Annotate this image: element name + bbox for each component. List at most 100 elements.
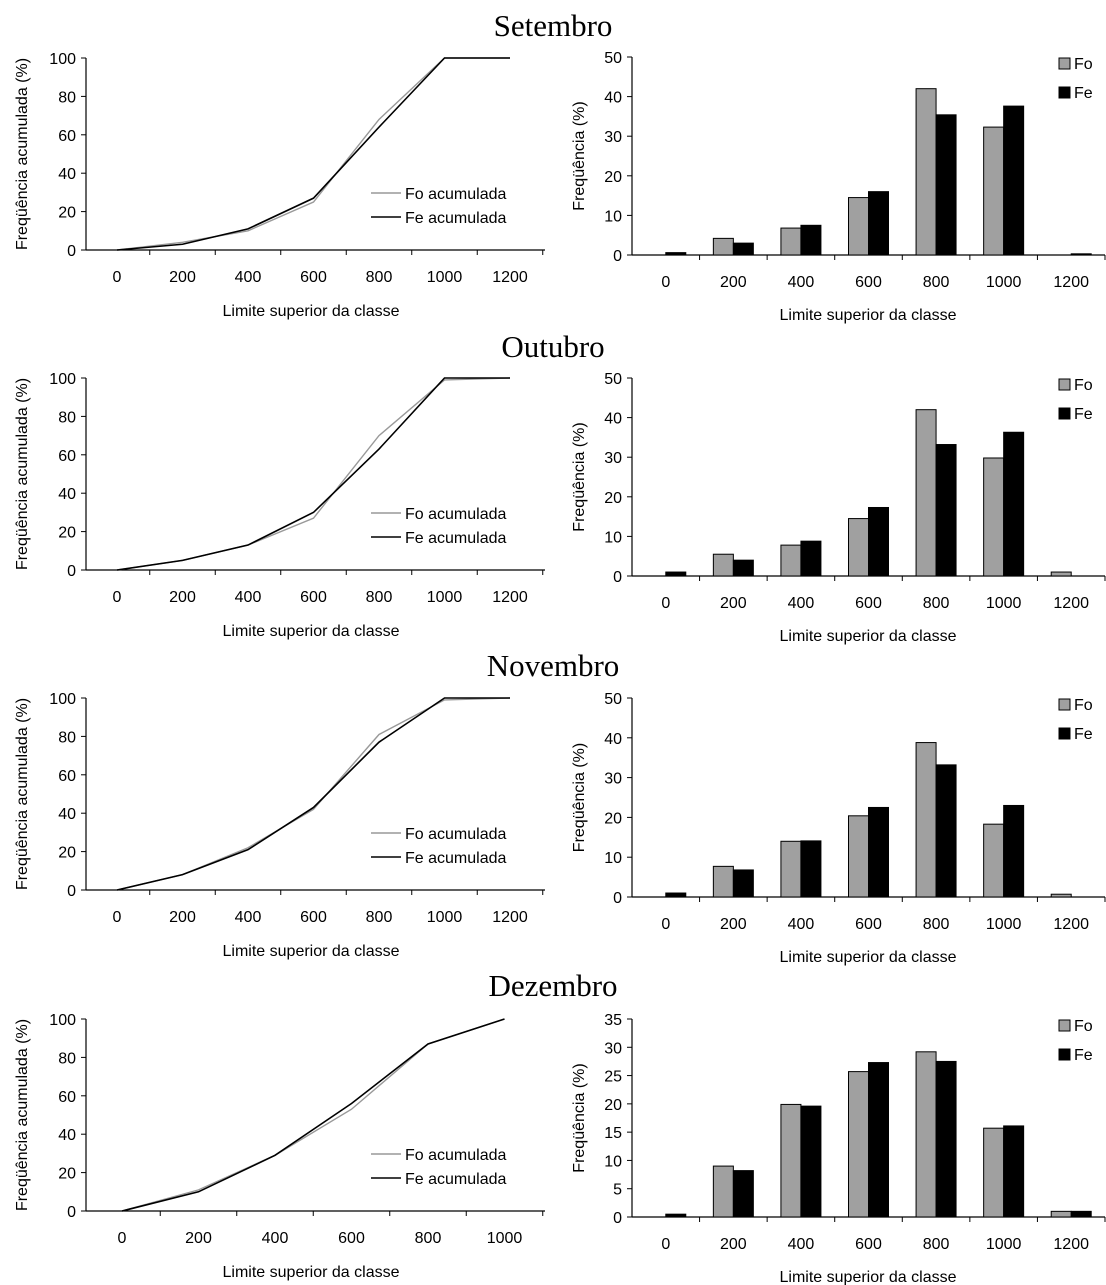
histogram-chart: 0 10 20 30 40 50 0 200 400 600 800 1000 1200 Fo Fe Limi…: [571, 691, 1106, 966]
bar-fo: [915, 742, 937, 898]
x-axis-title: Limite superior da classe: [780, 628, 957, 645]
bar-fe: [665, 252, 687, 256]
y-axis-title: Freqüência acumulada (%): [14, 378, 31, 570]
panel-title: Novembro: [487, 648, 620, 683]
y-tick-label: 100: [49, 371, 76, 388]
bar-fo: [712, 865, 734, 898]
x-tick-label: 0: [118, 1230, 127, 1247]
bar-fo: [983, 457, 1005, 577]
x-tick-label: 200: [169, 589, 196, 606]
legend-label: Fe: [1074, 406, 1093, 423]
x-tick-label: 400: [235, 269, 262, 286]
bar-fe: [1070, 1210, 1092, 1218]
legend-label: Fo: [1074, 697, 1093, 714]
x-tick-label: 1000: [427, 589, 463, 606]
x-tick-label: 1200: [1053, 274, 1089, 291]
y-tick-label: 20: [58, 205, 76, 222]
y-tick-label: 40: [58, 1127, 76, 1144]
bar-fo: [780, 544, 802, 577]
y-tick-label: 80: [58, 729, 76, 746]
bar-fe: [1003, 105, 1025, 256]
y-tick-label: 100: [49, 1012, 76, 1029]
bar-fe: [665, 571, 687, 577]
bar-fo: [848, 1071, 869, 1218]
bar-fe: [935, 764, 957, 898]
x-tick-label: 200: [720, 274, 747, 291]
x-axis-title: Limite superior da classe: [223, 943, 400, 960]
x-tick-label: 800: [415, 1230, 442, 1247]
y-tick-label: 10: [604, 529, 622, 546]
bar-fe: [868, 506, 889, 577]
x-tick-label: 0: [661, 916, 670, 933]
y-tick-label: 10: [604, 1153, 622, 1170]
x-tick-label: 400: [788, 274, 815, 291]
y-tick-label: 100: [49, 51, 76, 68]
legend-swatch: [1058, 86, 1071, 99]
y-axis-title: Freqüência acumulada (%): [14, 58, 31, 250]
bar-fo: [983, 823, 1005, 898]
legend-swatch: [1058, 1048, 1071, 1061]
legend-label: Fo acumulada: [405, 506, 506, 523]
x-tick-label: 400: [235, 589, 262, 606]
bar-fe: [935, 114, 957, 256]
y-tick-label: 60: [58, 448, 76, 465]
y-tick-label: 80: [58, 409, 76, 426]
y-tick-label: 60: [58, 768, 76, 785]
x-tick-label: 200: [169, 909, 196, 926]
bar-fo: [780, 840, 802, 898]
y-tick-label: 30: [604, 1040, 622, 1057]
legend-swatch: [1058, 1019, 1071, 1032]
y-tick-label: 20: [58, 1166, 76, 1183]
bar-fe: [935, 1060, 957, 1218]
legend-label: Fe acumulada: [405, 530, 506, 547]
panel-title: Outubro: [501, 329, 604, 364]
y-tick-label: 0: [613, 248, 622, 265]
panel-title: Setembro: [494, 8, 613, 43]
x-tick-label: 1200: [492, 589, 528, 606]
y-tick-label: 100: [49, 691, 76, 708]
legend-label: Fo acumulada: [405, 826, 506, 843]
x-tick-label: 0: [113, 589, 122, 606]
legend-swatch: [1058, 378, 1071, 391]
x-tick-label: 800: [923, 595, 950, 612]
x-tick-label: 0: [113, 269, 122, 286]
y-tick-label: 30: [604, 129, 622, 146]
x-tick-label: 600: [855, 274, 882, 291]
x-tick-label: 200: [720, 1236, 747, 1253]
x-tick-label: 200: [720, 595, 747, 612]
legend-swatch: [1058, 57, 1071, 70]
y-axis-title: Freqüência (%): [571, 422, 588, 531]
legend-swatch: [1058, 727, 1071, 740]
y-tick-label: 40: [604, 731, 622, 748]
bar-fe: [800, 840, 822, 898]
y-tick-label: 40: [58, 486, 76, 503]
bar-fo: [712, 553, 734, 577]
y-tick-label: 40: [58, 806, 76, 823]
bar-fe: [732, 242, 754, 256]
y-tick-label: 0: [613, 890, 622, 907]
x-tick-label: 600: [300, 269, 327, 286]
y-tick-label: 0: [67, 563, 76, 580]
legend-label: Fo: [1074, 1018, 1093, 1035]
bar-fe: [732, 559, 754, 577]
y-axis-title: Freqüência acumulada (%): [14, 1019, 31, 1211]
y-tick-label: 50: [604, 371, 622, 388]
legend-swatch: [1058, 407, 1071, 420]
y-tick-label: 0: [67, 1204, 76, 1221]
legend-label: Fe: [1074, 1047, 1093, 1064]
x-axis-title: Limite superior da classe: [223, 303, 400, 320]
y-tick-label: 10: [604, 850, 622, 867]
legend-label: Fo: [1074, 56, 1093, 73]
x-axis-title: Limite superior da classe: [780, 307, 957, 324]
y-tick-label: 20: [58, 525, 76, 542]
y-tick-label: 10: [604, 208, 622, 225]
bar-fo: [1050, 893, 1072, 898]
y-tick-label: 60: [58, 1089, 76, 1106]
bar-fo: [1050, 571, 1072, 577]
x-tick-label: 0: [661, 274, 670, 291]
bar-fe: [800, 1105, 822, 1218]
